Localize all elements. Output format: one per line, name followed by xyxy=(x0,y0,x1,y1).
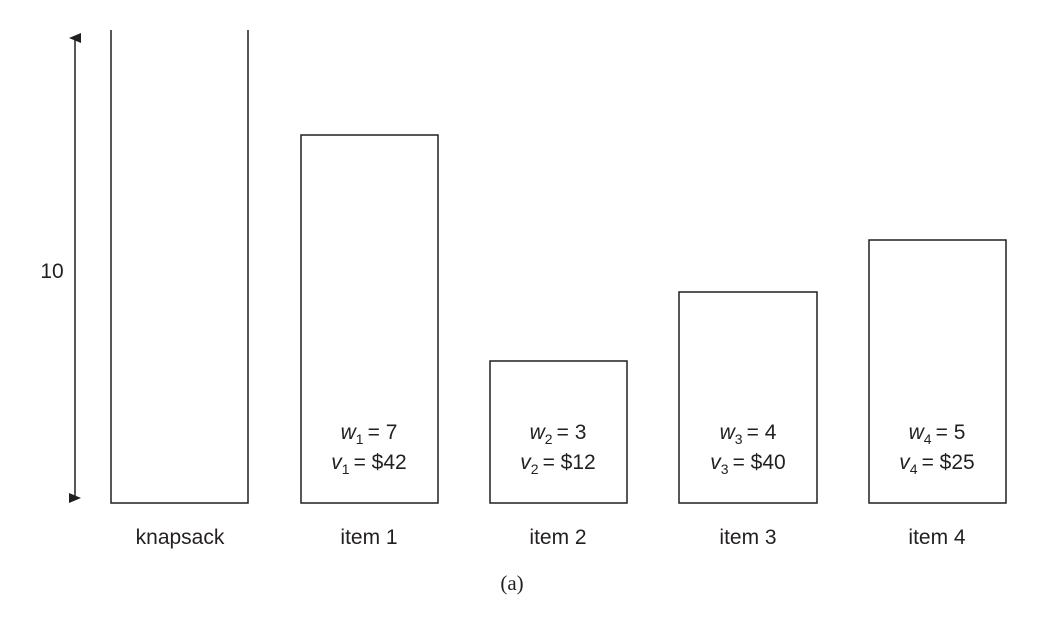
item-3-label: item 3 xyxy=(719,526,776,549)
item-4-value: v4 = $25 xyxy=(899,451,974,477)
item-4-label: item 4 xyxy=(908,526,966,549)
item-2-box xyxy=(489,360,628,504)
item-4-box xyxy=(868,239,1007,504)
item-2-label: item 2 xyxy=(529,526,586,549)
item-4: w4 = 5 v4 = $25 item 4 xyxy=(868,239,1007,549)
item-3-weight: w3 = 4 xyxy=(720,421,777,447)
item-4-weight: w4 = 5 xyxy=(909,421,966,447)
item-3-box xyxy=(678,291,818,504)
item-2-value: v2 = $12 xyxy=(520,451,595,477)
item-1-label: item 1 xyxy=(340,526,397,549)
item-3: w3 = 4 v3 = $40 item 3 xyxy=(678,291,818,549)
item-1-value: v1 = $42 xyxy=(331,451,406,477)
knapsack-container xyxy=(110,30,249,504)
knapsack-label: knapsack xyxy=(136,526,225,549)
item-1-weight: w1 = 7 xyxy=(341,421,398,447)
capacity-label: 10 xyxy=(40,260,63,283)
item-3-value: v3 = $40 xyxy=(710,451,785,477)
item-1-box xyxy=(300,134,439,504)
figure-caption: (a) xyxy=(500,571,523,595)
item-2: w2 = 3 v2 = $12 item 2 xyxy=(489,360,628,549)
item-2-weight: w2 = 3 xyxy=(530,421,587,447)
item-1: w1 = 7 v1 = $42 item 1 xyxy=(300,134,439,549)
